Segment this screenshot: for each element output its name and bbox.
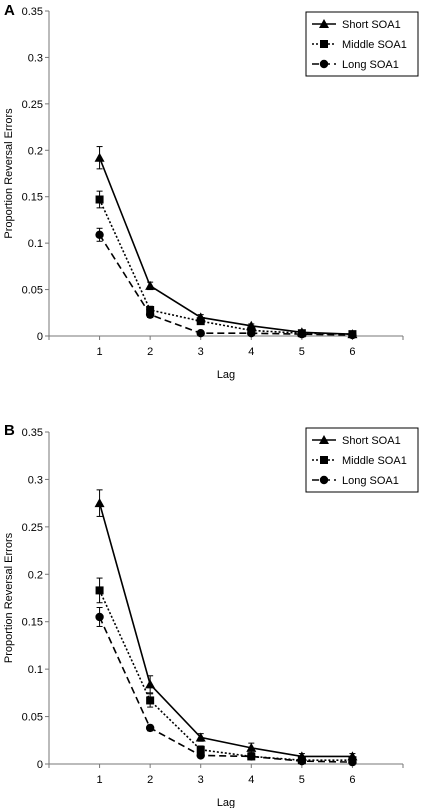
panel-label: A xyxy=(4,2,15,19)
line-chart-b: 0 0.05 0.1 0.15 0.2 0.25 0.3 0.35 1 2 3 4 5 6 Lag Propo… xyxy=(3,427,419,808)
y-tick-label: 0.25 xyxy=(22,99,43,111)
series-line xyxy=(98,234,353,336)
legend-marker xyxy=(319,59,329,69)
y-axis-label: Proportion Reversal Errors xyxy=(3,108,15,239)
y-tick-label: 0.3 xyxy=(28,474,43,486)
chart-panel-a: A 0 0.05 0.1 0.15 0.2 0.25 0.3 0.35 1 2 3 4 5 6 Lag Pro… xyxy=(0,0,425,400)
data-point xyxy=(95,230,104,239)
y-tick-label: 0.15 xyxy=(22,617,43,629)
y-tick-label: 0.1 xyxy=(28,664,43,676)
data-point xyxy=(95,195,104,204)
data-point xyxy=(247,752,256,761)
y-tick-label: 0.15 xyxy=(22,192,43,204)
y-tick-label: 0.25 xyxy=(22,522,43,534)
data-point xyxy=(246,742,257,752)
data-point xyxy=(348,330,357,340)
y-tick-label: 0.2 xyxy=(28,145,43,157)
y-tick-label: 0 xyxy=(37,759,43,771)
x-tick-label: 6 xyxy=(349,346,355,358)
data-point xyxy=(145,310,155,319)
legend-marker xyxy=(319,19,329,28)
y-axis-label: Proportion Reversal Errors xyxy=(3,532,15,663)
y-tick-label: 0.05 xyxy=(22,285,43,297)
x-tick-label: 2 xyxy=(147,346,153,358)
data-point xyxy=(145,280,156,290)
data-point xyxy=(348,757,357,767)
chart-panel-b: B 0 0.05 0.1 0.15 0.2 0.25 0.3 0.35 1 2 3 4 5 6 Lag Pro… xyxy=(0,420,425,808)
legend-marker xyxy=(319,435,329,444)
legend-marker xyxy=(320,456,328,464)
series-line xyxy=(98,199,353,335)
data-point xyxy=(146,306,155,314)
data-point xyxy=(196,751,205,760)
data-point xyxy=(196,317,205,326)
x-tick-label: 4 xyxy=(248,774,254,786)
x-tick-label: 1 xyxy=(97,774,103,786)
x-axis-label: Lag xyxy=(217,369,235,381)
data-point xyxy=(145,723,155,733)
x-tick-label: 3 xyxy=(198,774,204,786)
x-tick-label: 2 xyxy=(147,774,153,786)
y-tick-label: 0.35 xyxy=(22,6,43,18)
legend-label: Middle SOA1 xyxy=(342,455,407,467)
series-line xyxy=(98,157,353,335)
data-point xyxy=(95,612,104,622)
x-tick-label: 5 xyxy=(299,774,305,786)
x-axis-label: Lag xyxy=(217,797,235,808)
data-point xyxy=(297,756,307,766)
y-tick-label: 0.1 xyxy=(28,238,43,250)
legend-marker xyxy=(320,40,328,48)
legend-label: Short SOA1 xyxy=(342,19,401,31)
data-point xyxy=(95,586,104,595)
data-point xyxy=(297,329,307,339)
legend-label: Long SOA1 xyxy=(342,475,399,487)
data-point xyxy=(195,732,206,742)
data-point xyxy=(247,329,256,338)
legend-label: Middle SOA1 xyxy=(342,39,407,51)
y-tick-label: 0.05 xyxy=(22,712,43,724)
x-tick-label: 4 xyxy=(248,346,254,358)
series-line xyxy=(98,590,353,762)
series-line xyxy=(98,616,353,763)
legend-label: Short SOA1 xyxy=(342,435,401,447)
series-line xyxy=(98,502,353,758)
data-point xyxy=(146,696,155,705)
y-tick-label: 0.3 xyxy=(28,52,43,64)
data-point xyxy=(145,679,156,689)
x-tick-label: 5 xyxy=(299,346,305,358)
x-tick-label: 6 xyxy=(349,774,355,786)
y-tick-label: 0 xyxy=(37,331,43,343)
x-tick-label: 1 xyxy=(97,346,103,358)
y-tick-label: 0.35 xyxy=(22,427,43,439)
data-point xyxy=(94,152,105,162)
x-tick-label: 3 xyxy=(198,346,204,358)
line-chart-a: 0 0.05 0.1 0.15 0.2 0.25 0.3 0.35 1 2 3 4 5 6 Lag Propo… xyxy=(3,6,419,381)
y-tick-label: 0.2 xyxy=(28,569,43,581)
panel-label: B xyxy=(4,422,15,439)
data-point xyxy=(196,329,205,338)
data-point xyxy=(196,745,205,754)
legend-label: Long SOA1 xyxy=(342,59,399,71)
data-point xyxy=(94,498,105,508)
legend-marker xyxy=(319,475,329,485)
